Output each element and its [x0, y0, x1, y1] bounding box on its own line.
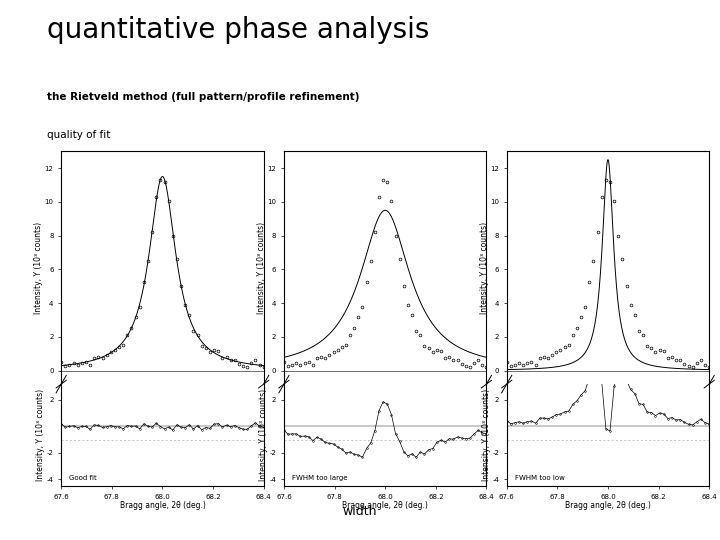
Text: FWHM too low: FWHM too low	[515, 475, 564, 481]
Y-axis label: Intensity, Y (10³ counts): Intensity, Y (10³ counts)	[257, 221, 266, 314]
Text: the Rietveld method (full pattern/profile refinement): the Rietveld method (full pattern/profil…	[47, 92, 359, 102]
Y-axis label: Intensity, Y (10³ counts): Intensity, Y (10³ counts)	[34, 221, 43, 314]
Y-axis label: Intensity, Y (10³ counts): Intensity, Y (10³ counts)	[36, 389, 45, 481]
Text: Good fit: Good fit	[69, 475, 97, 481]
Y-axis label: Intensity, Y (10³ counts): Intensity, Y (10³ counts)	[259, 389, 268, 481]
Text: quality of fit: quality of fit	[47, 130, 110, 140]
Text: FWHM too large: FWHM too large	[292, 475, 348, 481]
X-axis label: Bragg angle, 2θ (deg.): Bragg angle, 2θ (deg.)	[565, 501, 651, 510]
X-axis label: Bragg angle, 2θ (deg.): Bragg angle, 2θ (deg.)	[120, 501, 205, 510]
Y-axis label: Intensity, Y (10³ counts): Intensity, Y (10³ counts)	[480, 221, 489, 314]
Text: width: width	[343, 505, 377, 518]
X-axis label: Bragg angle, 2θ (deg.): Bragg angle, 2θ (deg.)	[342, 501, 428, 510]
Y-axis label: Intensity, Y (10³ counts): Intensity, Y (10³ counts)	[482, 389, 491, 481]
Text: quantitative phase analysis: quantitative phase analysis	[47, 16, 429, 44]
